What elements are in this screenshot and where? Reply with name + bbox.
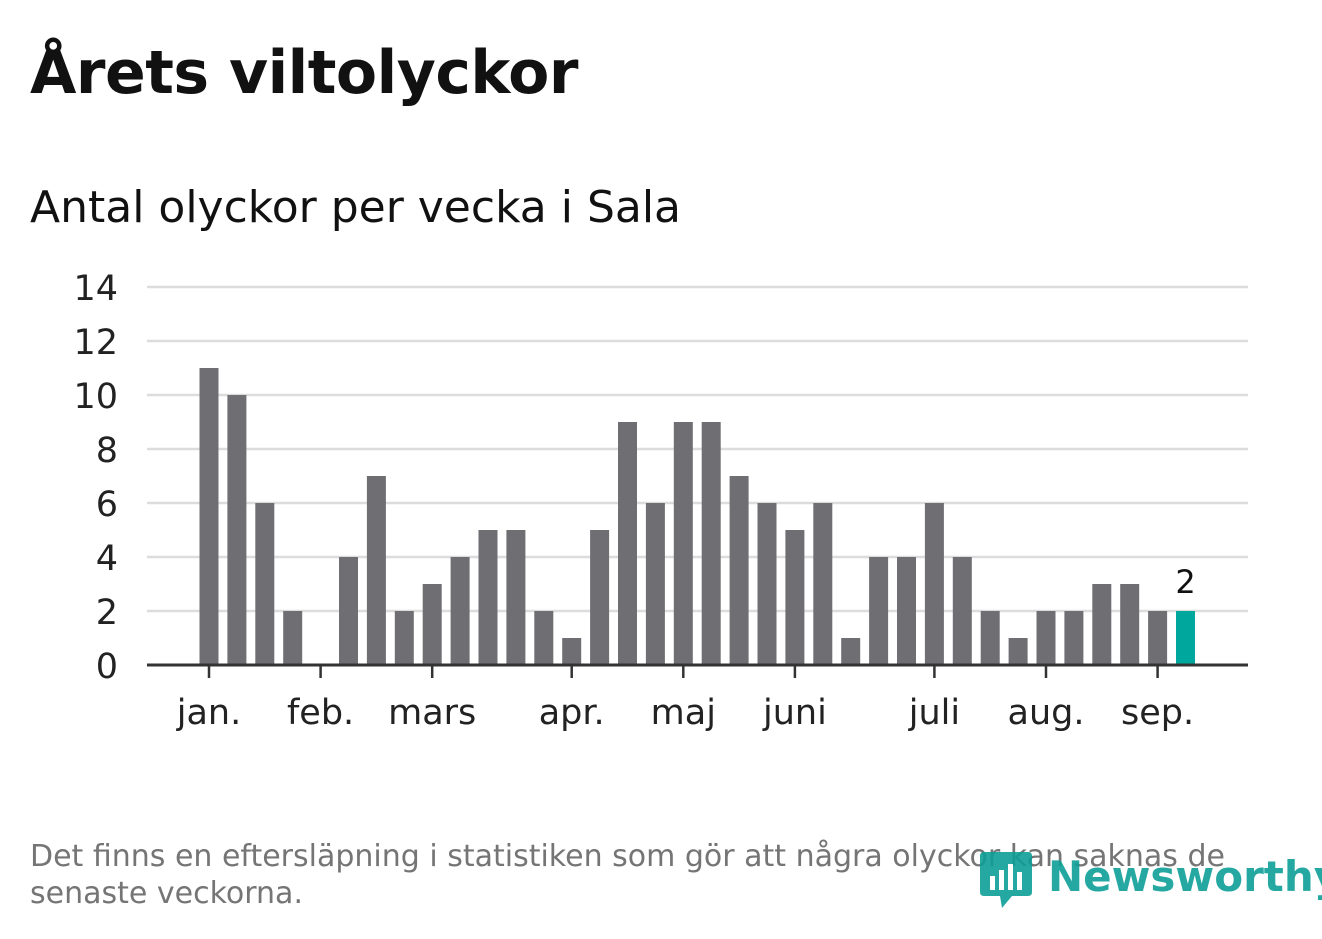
highlighted-bar	[1176, 611, 1195, 665]
bar	[757, 503, 777, 665]
bar	[1036, 611, 1056, 665]
x-tick-label: feb.	[287, 693, 354, 733]
x-tick-label: juni	[762, 693, 827, 733]
bar	[227, 395, 247, 665]
bar	[980, 611, 1000, 665]
bar	[1092, 584, 1112, 665]
bar	[1148, 611, 1168, 665]
logo-text: Newsworthy	[1048, 852, 1322, 901]
bar	[283, 611, 303, 665]
y-tick-label: 2	[96, 593, 118, 633]
bar	[478, 530, 498, 665]
x-tick-label: jan.	[176, 693, 241, 733]
y-tick-label: 14	[73, 269, 118, 309]
grid-lines	[147, 285, 1248, 613]
bars	[199, 368, 1195, 665]
bar	[1008, 638, 1028, 665]
bar	[952, 557, 972, 665]
bar	[562, 638, 582, 665]
y-tick-label: 0	[96, 647, 118, 687]
bar	[394, 611, 414, 665]
bar	[199, 368, 219, 665]
data-labels: 2	[1175, 563, 1195, 601]
y-tick-label: 10	[73, 377, 118, 417]
bar	[924, 503, 944, 665]
y-tick-label: 4	[96, 539, 118, 579]
bar	[590, 530, 610, 665]
y-tick-label: 12	[73, 323, 118, 363]
x-axis: jan. feb. mars apr. maj juni juli aug. sep.	[147, 663, 1248, 733]
x-tick-label: apr.	[539, 693, 605, 733]
x-tick-label: mars	[388, 693, 476, 733]
data-label: 2	[1175, 563, 1195, 601]
bar	[645, 503, 665, 665]
x-tick-label: maj	[651, 693, 716, 733]
bar	[869, 557, 889, 665]
bar	[897, 557, 916, 665]
bar	[506, 530, 526, 665]
bar	[1064, 611, 1084, 665]
x-tick-label: aug.	[1008, 693, 1085, 733]
bar	[255, 503, 275, 665]
y-tick-label: 6	[96, 485, 118, 525]
y-tick-label: 8	[96, 431, 118, 471]
bar	[339, 557, 358, 665]
chart-subtitle: Antal olyckor per vecka i Sala	[30, 182, 682, 233]
bar	[1120, 584, 1140, 665]
bar	[701, 422, 721, 665]
y-axis-ticks: 0 2 4 6 8 10 12 14	[73, 269, 118, 687]
bar	[729, 476, 749, 665]
x-tick-label: sep.	[1121, 693, 1194, 733]
bar	[813, 503, 833, 665]
newsworthy-bars-icon	[980, 852, 1032, 908]
x-tick-label: juli	[908, 693, 960, 733]
bar	[841, 638, 861, 665]
bar	[450, 557, 470, 665]
bar	[366, 476, 386, 665]
bar	[534, 611, 554, 665]
bar	[618, 422, 637, 665]
newsworthy-logo: Newsworthy	[978, 848, 1322, 910]
chart-title: Årets viltolyckor	[30, 38, 579, 108]
bar	[422, 584, 442, 665]
bar-chart: 0 2 4 6 8 10 12 14 jan. feb. mars apr. maj juni juli a…	[73, 269, 1248, 733]
bar	[673, 422, 693, 665]
bar	[785, 530, 805, 665]
